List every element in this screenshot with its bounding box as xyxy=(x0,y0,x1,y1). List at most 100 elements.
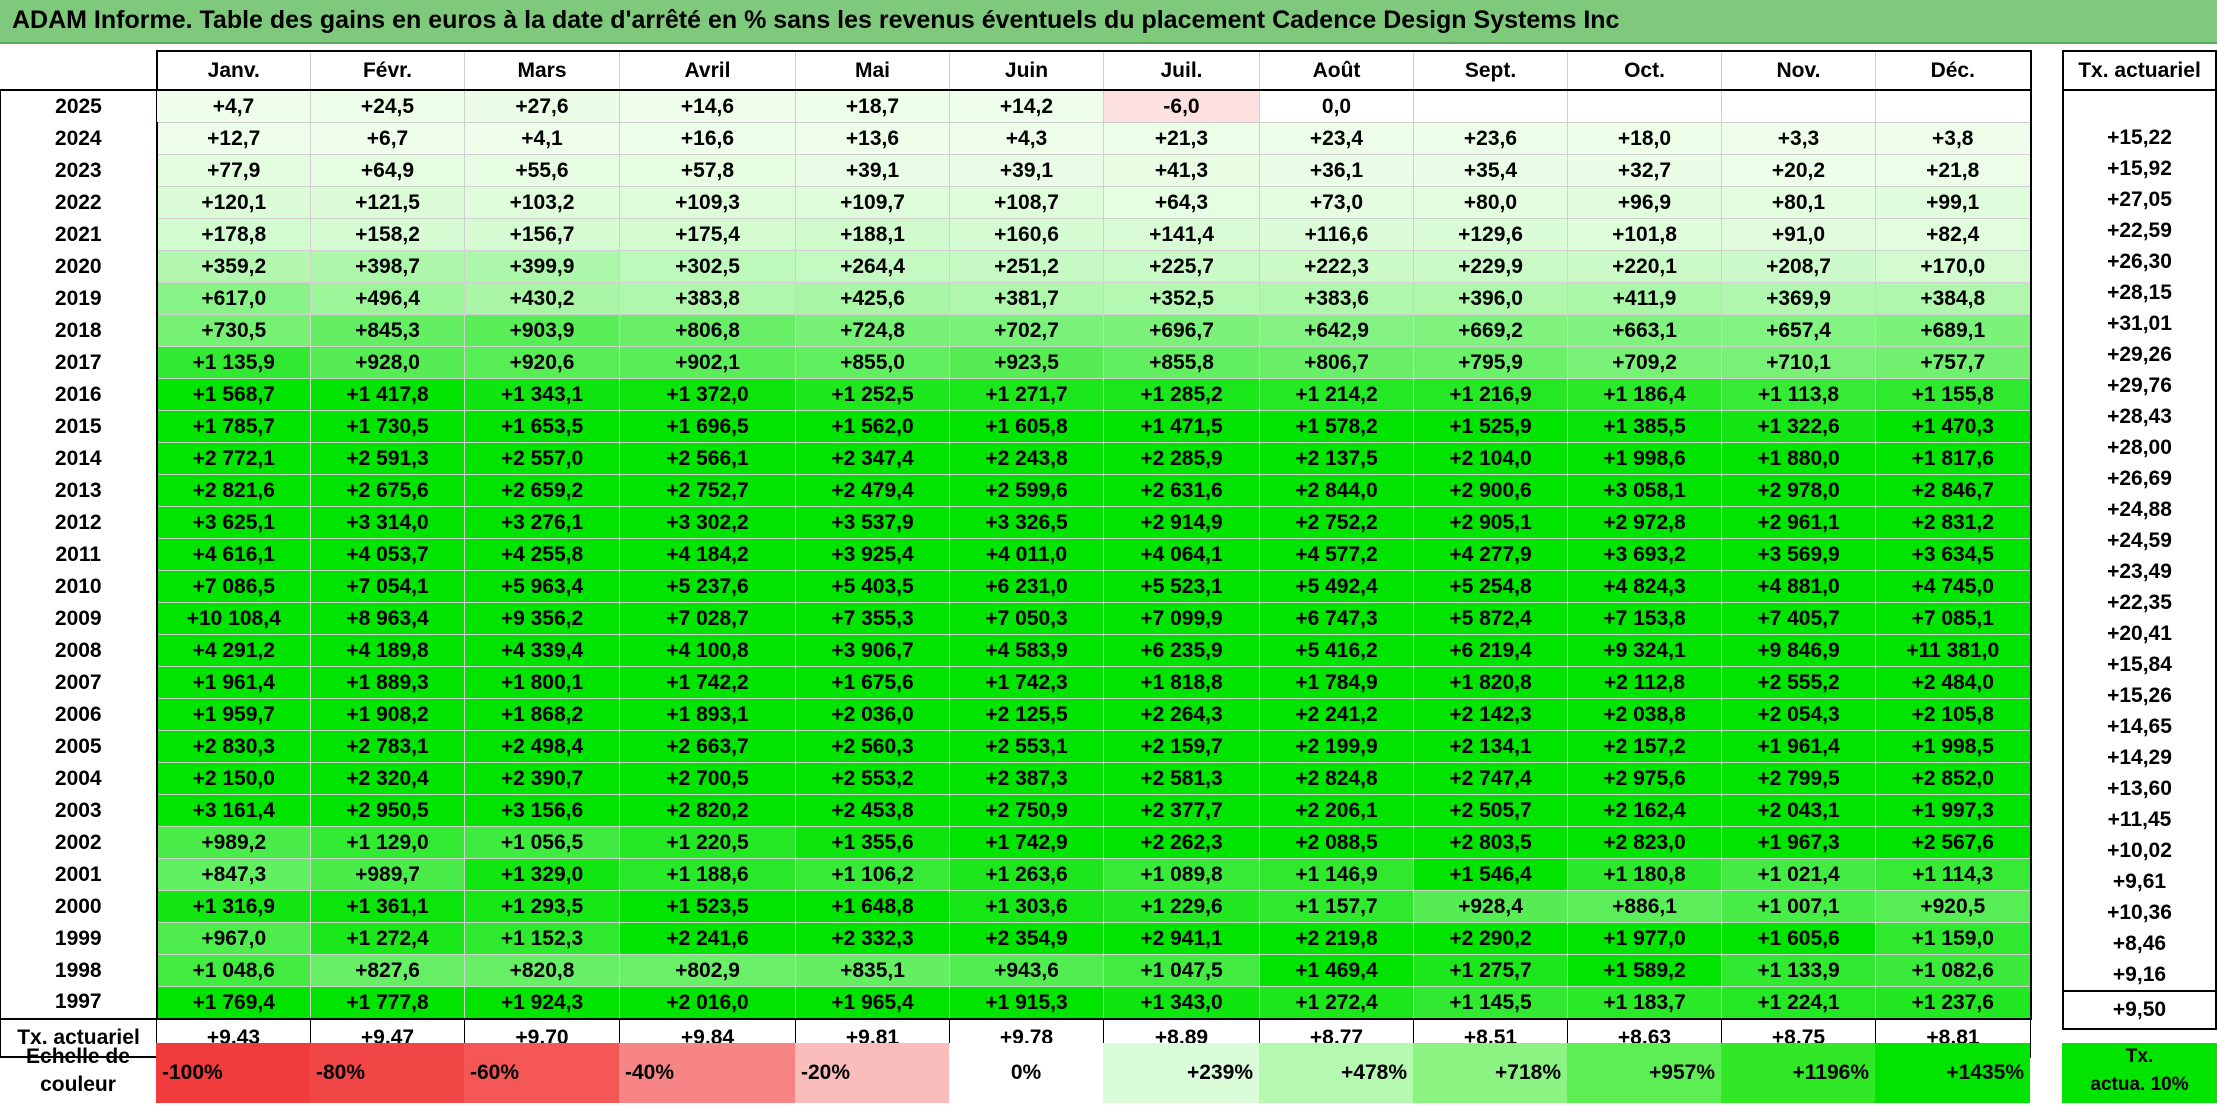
year-label: 2003 xyxy=(0,794,157,827)
gain-cell: +657,4 xyxy=(1721,314,1876,347)
year-row: 2017 +1 135,9 +928,0 +920,6 +902,1 +855,0 +923… xyxy=(0,346,2032,379)
year-label: 2002 xyxy=(0,826,157,859)
year-label: 2004 xyxy=(0,762,157,795)
gain-cell: +425,6 xyxy=(795,282,950,315)
gain-cell: +1 145,5 xyxy=(1413,986,1568,1020)
month-header: Avril xyxy=(619,50,796,91)
gain-cell: +1 263,6 xyxy=(949,858,1104,891)
gain-cell: +3 569,9 xyxy=(1721,538,1876,571)
gain-cell: +1 742,3 xyxy=(949,666,1104,699)
gain-cell: +103,2 xyxy=(464,186,620,219)
gain-cell: +23,6 xyxy=(1413,122,1568,155)
year-label: 2022 xyxy=(0,186,157,219)
gain-cell: +109,7 xyxy=(795,186,950,219)
gain-cell: +55,6 xyxy=(464,154,620,187)
gain-cell: +23,4 xyxy=(1259,122,1414,155)
gain-cell xyxy=(1567,89,1722,123)
year-row: 2005 +2 830,3 +2 783,1 +2 498,4 +2 663,7 +2 5… xyxy=(0,730,2032,763)
month-header: Juil. xyxy=(1103,50,1260,91)
gain-cell: +2 105,8 xyxy=(1875,698,2032,731)
gain-cell: +1 285,2 xyxy=(1103,378,1260,411)
gain-cell: +160,6 xyxy=(949,218,1104,251)
gain-cell: +21,3 xyxy=(1103,122,1260,155)
gain-cell: +2 498,4 xyxy=(464,730,620,763)
gain-cell: +41,3 xyxy=(1103,154,1260,187)
gain-cell: +2 157,2 xyxy=(1567,730,1722,763)
actuarial-rate-cell: +10,36 xyxy=(2062,897,2217,928)
gain-cell: +3 537,9 xyxy=(795,506,950,539)
gain-cell: +1 578,2 xyxy=(1259,410,1414,443)
gain-cell: +4 824,3 xyxy=(1567,570,1722,603)
gain-cell xyxy=(1721,89,1876,123)
gain-cell: +795,9 xyxy=(1413,346,1568,379)
gain-cell: +2 505,7 xyxy=(1413,794,1568,827)
gain-cell: +4 189,8 xyxy=(310,634,465,667)
gain-cell: +1 183,7 xyxy=(1567,986,1722,1020)
gain-cell: +845,3 xyxy=(310,314,465,347)
gain-cell: +920,6 xyxy=(464,346,620,379)
scale-swatch: -100% xyxy=(156,1043,310,1103)
gain-cell: +2 978,0 xyxy=(1721,474,1876,507)
gain-cell: +5 254,8 xyxy=(1413,570,1568,603)
overall-rate-cell: +9,50 xyxy=(2062,990,2217,1030)
gain-cell: +2 054,3 xyxy=(1721,698,1876,731)
gain-cell: +710,1 xyxy=(1721,346,1876,379)
gain-cell: +2 659,2 xyxy=(464,474,620,507)
gain-cell: +383,8 xyxy=(619,282,796,315)
gain-cell: +3 925,4 xyxy=(795,538,950,571)
gain-cell: +802,9 xyxy=(619,954,796,987)
gain-cell: +1 343,0 xyxy=(1103,986,1260,1020)
gain-cell: +1 967,3 xyxy=(1721,826,1876,859)
gain-cell: +4 255,8 xyxy=(464,538,620,571)
gain-cell: +2 555,2 xyxy=(1721,666,1876,699)
month-header: Août xyxy=(1259,50,1414,91)
gain-cell: +4 100,8 xyxy=(619,634,796,667)
gain-cell: +1 908,2 xyxy=(310,698,465,731)
gain-cell: +2 043,1 xyxy=(1721,794,1876,827)
gain-cell: +642,9 xyxy=(1259,314,1414,347)
gain-cell: +57,8 xyxy=(619,154,796,187)
month-header: Oct. xyxy=(1567,50,1722,91)
gain-cell: +82,4 xyxy=(1875,218,2032,251)
gain-cell: +1 188,6 xyxy=(619,858,796,891)
gain-cell: +1 186,4 xyxy=(1567,378,1722,411)
gain-cell: +2 900,6 xyxy=(1413,474,1568,507)
scale-swatch: -40% xyxy=(619,1043,795,1103)
gain-cell: +709,2 xyxy=(1567,346,1722,379)
scale-swatch: 0% xyxy=(949,1043,1103,1103)
year-row: 2018 +730,5 +845,3 +903,9 +806,8 +724,8 +702,7… xyxy=(0,314,2032,347)
year-row: 2000 +1 316,9 +1 361,1 +1 293,5 +1 523,5 +1 6… xyxy=(0,890,2032,923)
gain-cell: +847,3 xyxy=(155,858,311,891)
gain-cell: +6 747,3 xyxy=(1259,602,1414,635)
gain-cell: +1 818,8 xyxy=(1103,666,1260,699)
gain-cell: +1 525,9 xyxy=(1413,410,1568,443)
gain-cell: +2 975,6 xyxy=(1567,762,1722,795)
gain-cell: +2 799,5 xyxy=(1721,762,1876,795)
gain-cell: +1 998,5 xyxy=(1875,730,2032,763)
actuarial-rate-cell: +13,60 xyxy=(2062,773,2217,804)
gain-cell: +1 742,9 xyxy=(949,826,1104,859)
gain-cell: +1 961,4 xyxy=(1721,730,1876,763)
gain-cell: +3,3 xyxy=(1721,122,1876,155)
gain-cell: +2 264,3 xyxy=(1103,698,1260,731)
gain-cell: +1 361,1 xyxy=(310,890,465,923)
gain-cell: +188,1 xyxy=(795,218,950,251)
gain-cell: +928,4 xyxy=(1413,890,1568,923)
scale-swatch: -20% xyxy=(795,1043,949,1103)
year-label: 2020 xyxy=(0,250,157,283)
gain-cell: +156,7 xyxy=(464,218,620,251)
gain-cell: +7 085,1 xyxy=(1875,602,2032,635)
gain-cell: +1 329,0 xyxy=(464,858,620,891)
gain-cell: +220,1 xyxy=(1567,250,1722,283)
gain-cell: +80,1 xyxy=(1721,186,1876,219)
month-header: Nov. xyxy=(1721,50,1876,91)
gain-cell: +669,2 xyxy=(1413,314,1568,347)
gain-cell: +2 591,3 xyxy=(310,442,465,475)
page-title: ADAM Informe. Table des gains en euros à… xyxy=(12,6,1620,34)
gain-cell: +5 872,4 xyxy=(1413,602,1568,635)
gain-cell: +73,0 xyxy=(1259,186,1414,219)
gain-cell: +7 405,7 xyxy=(1721,602,1876,635)
gain-cell: +2 241,2 xyxy=(1259,698,1414,731)
gain-cell: +2 772,1 xyxy=(155,442,311,475)
gain-cell: +129,6 xyxy=(1413,218,1568,251)
